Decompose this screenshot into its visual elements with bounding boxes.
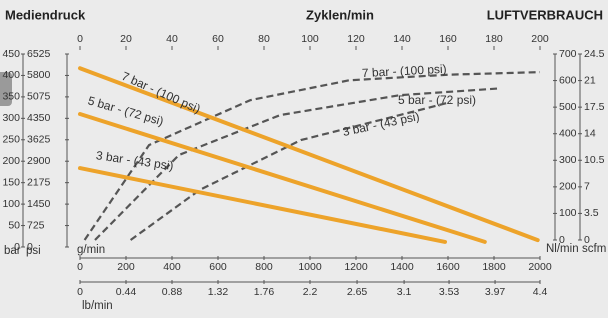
x-tick-label: 200 xyxy=(531,33,549,45)
x2-tick-label: 3.97 xyxy=(485,286,506,298)
y-tick-label: 250 xyxy=(2,134,20,146)
y2-tick-label: 17.5 xyxy=(584,101,605,113)
series-label: 5 bar - (72 psi) xyxy=(86,93,165,128)
x-tick-label: 400 xyxy=(163,261,181,273)
x2-tick-label: 0.44 xyxy=(116,286,137,298)
x-tick-label: 0 xyxy=(77,261,83,273)
x-tick-label: 1800 xyxy=(482,261,506,273)
y-tick-label: 350 xyxy=(2,91,20,103)
x-tick-label: 20 xyxy=(120,33,132,45)
series-label: 5 bar - (72 psi) xyxy=(398,93,476,107)
x2-tick-label: 0.88 xyxy=(162,286,183,298)
series-label: 7 bar - (100 psi) xyxy=(362,62,447,80)
x-tick-label: 2000 xyxy=(528,261,552,273)
y2-tick-label: 1450 xyxy=(27,198,51,210)
y2-tick-label: 3625 xyxy=(27,134,51,146)
x-tick-label: 100 xyxy=(301,33,319,45)
y2-tick-label: 7 xyxy=(584,181,590,193)
x-tick-label: 60 xyxy=(212,33,224,45)
x2-tick-label: 1.32 xyxy=(208,286,229,298)
y-tick-label: 100 xyxy=(559,207,577,219)
y-tick-label: 100 xyxy=(2,198,20,210)
y2-tick-label: 14 xyxy=(584,127,596,139)
x-tick-label: 1200 xyxy=(344,261,368,273)
x2-tick-label: 4.4 xyxy=(533,286,548,298)
x2-tick-label: 2.2 xyxy=(303,286,318,298)
x-tick-label: 0 xyxy=(77,33,83,45)
y2-tick-label: 6525 xyxy=(27,48,51,60)
y-tick-label: 300 xyxy=(559,154,577,166)
x-tick-label: 1000 xyxy=(298,261,322,273)
chart-title: LUFTVERBRAUCH xyxy=(487,7,603,22)
x2-tick-label: 2.65 xyxy=(347,286,368,298)
y-tick-label: 500 xyxy=(559,101,577,113)
y-tick-label: 400 xyxy=(559,127,577,139)
series-label: 3 bar - (43 psi) xyxy=(341,109,420,139)
y-tick-label: 300 xyxy=(2,112,20,124)
x-tick-label: 800 xyxy=(255,261,273,273)
data-line xyxy=(80,114,485,242)
x-tick-label: 140 xyxy=(393,33,411,45)
x-tick-label: 40 xyxy=(166,33,178,45)
y2-tick-label: 10.5 xyxy=(584,154,605,166)
y-tick-label: 150 xyxy=(2,176,20,188)
data-line xyxy=(80,168,445,242)
y-tick-label: 0 xyxy=(14,241,20,253)
y-tick-label: 0 xyxy=(559,234,565,246)
y-tick-label: 700 xyxy=(559,48,577,60)
y-tick-label: 50 xyxy=(8,219,20,231)
y2-tick-label: 5075 xyxy=(27,91,51,103)
chart: Mediendruck Zyklen/min LUFTVERBRAUCH bar… xyxy=(0,0,608,318)
x-axis-title: Zyklen/min xyxy=(306,7,374,22)
y2-tick-label: 24.5 xyxy=(584,48,605,60)
x-tick-label: 600 xyxy=(209,261,227,273)
series-label: 3 bar - (43 psi) xyxy=(95,148,174,173)
y2-tick-label: 725 xyxy=(27,219,45,231)
y2-tick-label: 21 xyxy=(584,74,596,86)
x2-tick-label: 0 xyxy=(77,286,83,298)
x-tick-label: 80 xyxy=(258,33,270,45)
y-tick-label: 450 xyxy=(2,48,20,60)
x-tick-label: 160 xyxy=(439,33,457,45)
y-tick-label: 400 xyxy=(2,69,20,81)
chart-title: Mediendruck xyxy=(5,7,86,22)
y2-tick-label: 5800 xyxy=(27,69,51,81)
x-axis-title: g/min xyxy=(77,244,105,256)
x2-tick-label: 3.53 xyxy=(439,286,460,298)
x-tick-label: 120 xyxy=(347,33,365,45)
y2-tick-label: 2900 xyxy=(27,155,51,167)
y-tick-label: 600 xyxy=(559,74,577,86)
x2-tick-label: 1.76 xyxy=(254,286,275,298)
x2-tick-label: 3.1 xyxy=(397,286,412,298)
y-tick-label: 200 xyxy=(559,181,577,193)
x-tick-label: 1400 xyxy=(390,261,414,273)
x-tick-label: 1600 xyxy=(436,261,460,273)
x-tick-label: 180 xyxy=(485,33,503,45)
x2-axis-title: lb/min xyxy=(82,300,113,312)
y2-tick-label: 4350 xyxy=(27,112,51,124)
y2-tick-label: 0 xyxy=(27,241,33,253)
x-tick-label: 200 xyxy=(117,261,135,273)
y-tick-label: 200 xyxy=(2,155,20,167)
y2-tick-label: 0 xyxy=(584,234,590,246)
y2-tick-label: 2175 xyxy=(27,176,51,188)
y2-tick-label: 3.5 xyxy=(584,207,599,219)
